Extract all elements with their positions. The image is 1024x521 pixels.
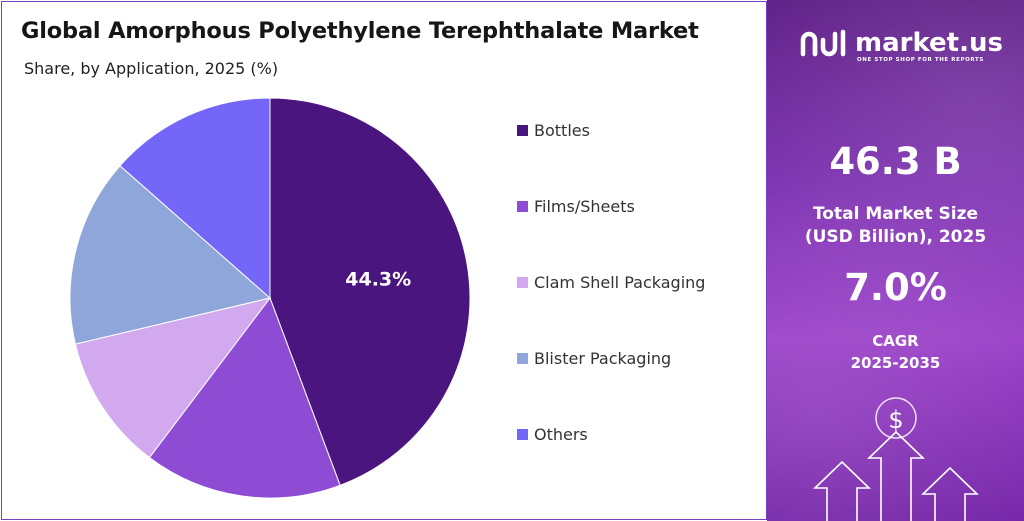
brand-name: market.us: [855, 28, 1003, 58]
market-size-value: 46.3 B: [829, 140, 962, 183]
dollar-sign-icon: $: [888, 406, 903, 434]
cagr-label-line1: CAGR: [872, 332, 919, 350]
pie-slices: [69, 97, 471, 499]
pie-slice-others: [119, 97, 271, 300]
pie-data-labels: 44.3%: [345, 268, 411, 290]
legend-label: Clam Shell Packaging: [534, 272, 706, 292]
chart-title: Global Amorphous Polyethylene Terephthal…: [21, 18, 699, 44]
pie-slice-clam-shell-packaging: [74, 297, 272, 459]
up-arrow-icon: [813, 460, 871, 521]
legend-label: Films/Sheets: [534, 196, 635, 216]
dollar-coin-icon: [875, 397, 917, 439]
pie-slice-films-sheets: [148, 296, 341, 499]
legend-swatch: [517, 200, 528, 212]
cagr-label-line2: 2025-2035: [850, 354, 941, 372]
pie-data-label: 44.3%: [345, 268, 411, 290]
summary-panel: market.us ONE STOP SHOP FOR THE REPORTS …: [767, 0, 1024, 521]
market-size-label: Total Market Size (USD Billion), 2025: [767, 203, 1024, 249]
legend-item: Films/Sheets: [517, 196, 635, 216]
pie-chart: 44.3%: [69, 97, 471, 499]
legend-label: Blister Packaging: [534, 348, 672, 368]
cagr-label: CAGR 2025-2035: [767, 330, 1024, 374]
cagr-value: 7.0%: [844, 266, 947, 309]
growth-arrows-decoration: $: [813, 397, 979, 521]
legend-item: Bottles: [517, 120, 590, 140]
legend-item: Others: [517, 424, 588, 444]
brand: market.us: [799, 28, 1003, 58]
market-size-label-line2: (USD Billion), 2025: [804, 227, 987, 247]
legend-swatch: [517, 428, 528, 440]
legend-label: Bottles: [534, 120, 590, 140]
legend-swatch: [517, 276, 528, 288]
legend-swatch: [517, 352, 528, 364]
market-size-label-line1: Total Market Size: [812, 204, 979, 224]
market-us-logo-icon: [800, 29, 846, 57]
chart-subtitle: Share, by Application, 2025 (%): [24, 59, 279, 78]
legend-item: Blister Packaging: [517, 348, 671, 368]
background-haze: [767, 0, 1024, 521]
pie-slice-bottles: [269, 97, 471, 486]
brand-tagline: ONE STOP SHOP FOR THE REPORTS: [857, 57, 984, 63]
up-arrow-icon: [921, 466, 979, 521]
pie-slice-blister-packaging: [69, 165, 272, 345]
legend-item: Clam Shell Packaging: [517, 272, 705, 292]
up-arrow-icon: [867, 430, 925, 521]
legend-label: Others: [534, 424, 588, 444]
legend-swatch: [517, 124, 528, 136]
